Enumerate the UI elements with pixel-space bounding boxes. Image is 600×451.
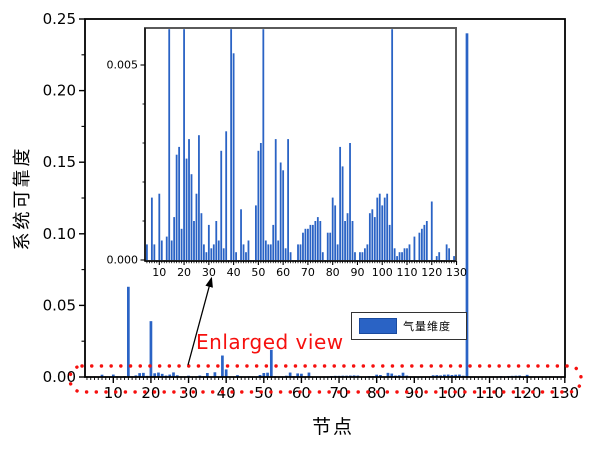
svg-text:100: 100 <box>438 384 467 402</box>
enlarged-view-label: Enlarged view <box>196 330 344 354</box>
legend-color-swatch <box>359 318 397 334</box>
svg-text:90: 90 <box>405 384 424 402</box>
svg-text:110: 110 <box>475 384 504 402</box>
y-axis-title: 系统可靠度 <box>12 145 33 251</box>
svg-text:110: 110 <box>397 266 418 279</box>
svg-text:0.00: 0.00 <box>43 368 76 386</box>
main-bars <box>93 33 563 377</box>
legend-series-label: 气量维度 <box>403 320 451 333</box>
svg-text:40: 40 <box>227 266 241 279</box>
svg-text:20: 20 <box>141 384 160 402</box>
svg-text:100: 100 <box>372 266 393 279</box>
svg-text:30: 30 <box>202 266 216 279</box>
svg-text:40: 40 <box>217 384 236 402</box>
svg-text:0.20: 0.20 <box>43 82 76 100</box>
svg-text:0.15: 0.15 <box>43 153 76 171</box>
svg-text:80: 80 <box>326 266 340 279</box>
svg-text:60: 60 <box>276 266 290 279</box>
main-axes: 0.00 0.05 0.10 0.15 0.20 0.25 10 20 30 40 50 60 70 80… <box>43 10 580 402</box>
svg-text:0.05: 0.05 <box>43 296 76 314</box>
svg-text:20: 20 <box>177 266 191 279</box>
svg-text:0.000: 0.000 <box>107 254 139 267</box>
svg-text:50: 50 <box>254 384 273 402</box>
inset-chart: 0.000 0.005 10 20 30 40 50 60 70 80 90 100 110 120 130 <box>107 27 467 279</box>
highlight-dashed-box <box>68 364 583 394</box>
x-axis-title: 节点 <box>311 416 354 438</box>
svg-text:30: 30 <box>179 384 198 402</box>
svg-text:130: 130 <box>550 384 579 402</box>
svg-text:70: 70 <box>301 266 315 279</box>
svg-text:0.10: 0.10 <box>43 225 76 243</box>
legend: 气量维度 <box>351 312 467 340</box>
svg-text:130: 130 <box>446 266 467 279</box>
svg-text:0.005: 0.005 <box>107 59 139 72</box>
svg-text:10: 10 <box>152 266 166 279</box>
annotation-arrow <box>187 276 213 366</box>
svg-text:10: 10 <box>104 384 123 402</box>
svg-text:90: 90 <box>350 266 364 279</box>
svg-text:120: 120 <box>421 266 442 279</box>
svg-text:50: 50 <box>251 266 265 279</box>
svg-text:120: 120 <box>513 384 542 402</box>
svg-text:0.25: 0.25 <box>43 10 76 28</box>
